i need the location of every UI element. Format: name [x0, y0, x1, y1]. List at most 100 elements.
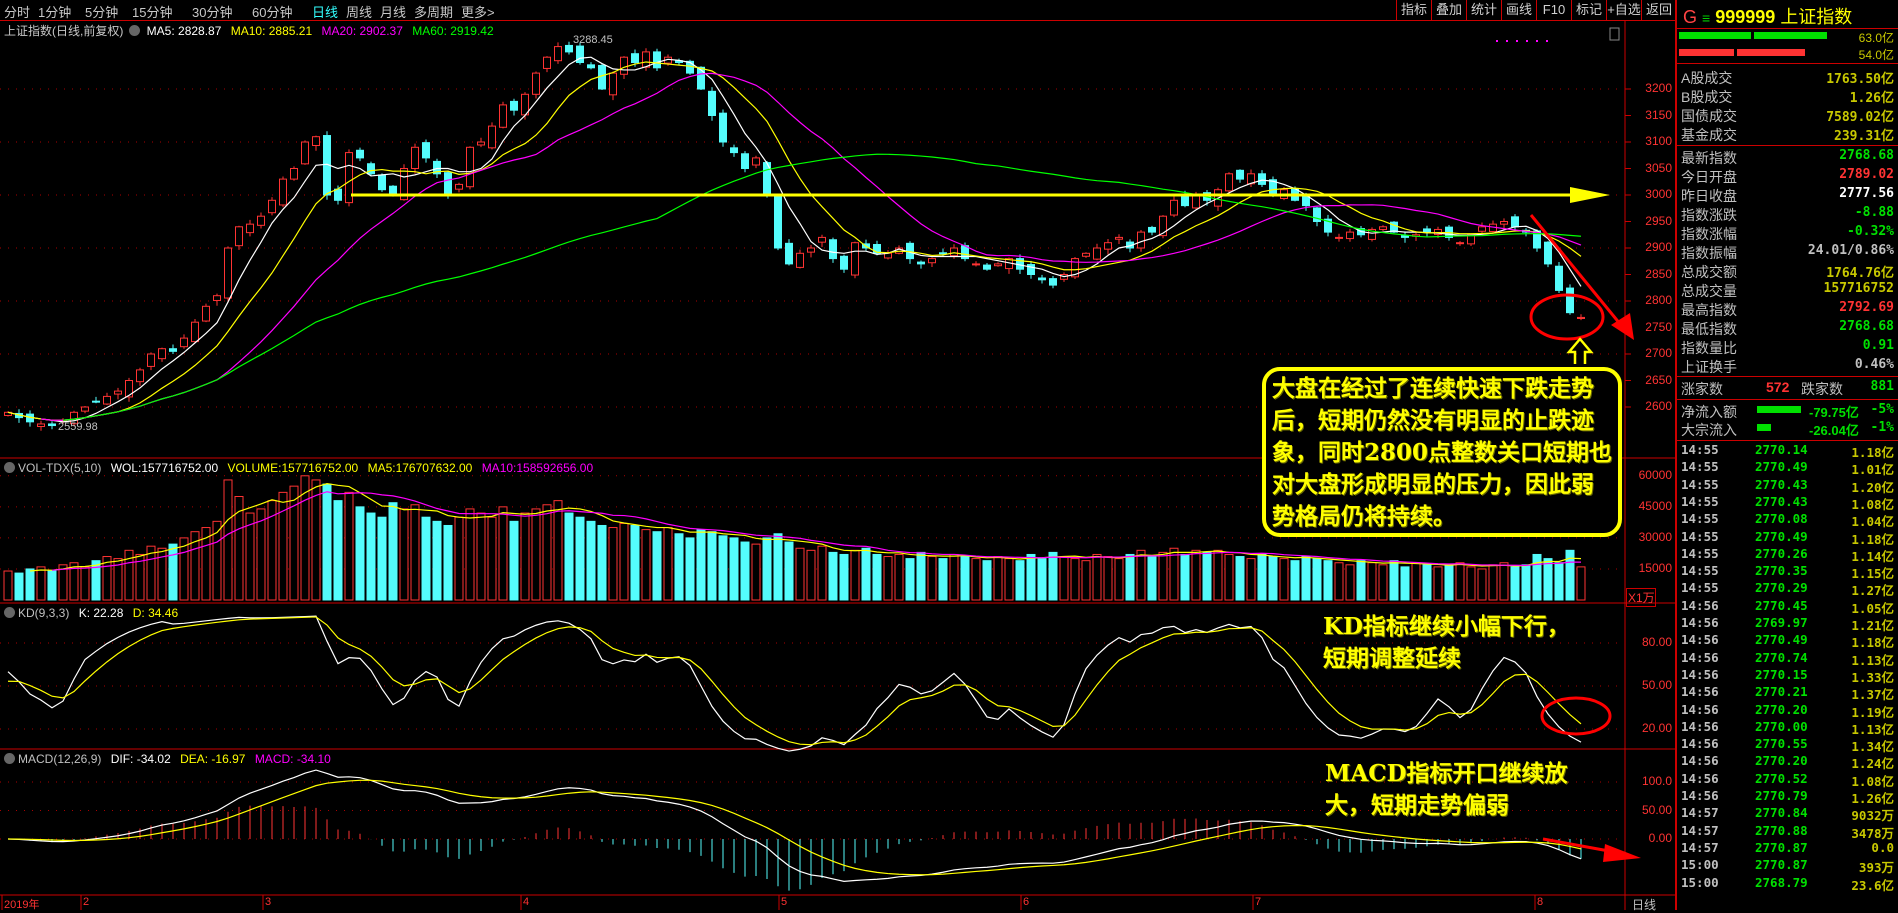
tick-amount: 1.15亿 — [1851, 566, 1894, 582]
tab-period-4[interactable]: 30分钟 — [192, 5, 233, 20]
volume-bar — [1026, 553, 1036, 601]
candle-body — [455, 183, 463, 190]
volume-bar — [927, 556, 937, 601]
panel-toggle-icon[interactable] — [1609, 27, 1620, 41]
macd-toggle-icon[interactable] — [4, 753, 15, 764]
candle-body — [290, 168, 298, 180]
price-axis-label: 3000 — [1645, 187, 1672, 201]
candle-body — [246, 223, 254, 234]
d-value: D: 34.46 — [132, 606, 179, 620]
volume-bar — [674, 533, 684, 601]
volume-bar — [1466, 566, 1476, 601]
tick-price: 2770.15 — [1755, 666, 1808, 682]
price-axis-label: 2850 — [1645, 266, 1672, 281]
candle-body — [609, 72, 617, 96]
macd-axis-label: 0.00 — [1648, 831, 1672, 845]
volume-bar — [894, 553, 904, 601]
volume-bar — [718, 535, 728, 601]
kd-toggle-icon[interactable] — [4, 607, 15, 618]
tick-price: 2770.29 — [1755, 580, 1808, 596]
candle-body — [1225, 173, 1233, 192]
volume-bar — [1488, 564, 1498, 601]
tick-time: 14:57 — [1681, 805, 1719, 821]
toolbar-button-3[interactable]: 画线 — [1501, 0, 1536, 20]
tab-period-0[interactable]: 分时 — [4, 5, 31, 20]
menu-icon[interactable]: ≡ — [1702, 10, 1711, 26]
vol-toggle-icon[interactable] — [4, 462, 15, 473]
advance-decline-row: 涨家数 572 跌家数 881 — [1681, 379, 1894, 398]
tick-time: 14:55 — [1681, 476, 1719, 492]
candle-body — [114, 390, 122, 395]
candle-body — [488, 125, 496, 149]
candle-body — [1566, 287, 1574, 314]
tick-time: 14:56 — [1681, 649, 1719, 665]
candle-body — [1258, 173, 1266, 185]
price-axis-label: 3100 — [1645, 134, 1672, 148]
candle-body — [851, 242, 859, 276]
candle-body — [378, 174, 386, 191]
candle-body — [499, 104, 507, 128]
tab-period-2[interactable]: 5分钟 — [85, 5, 119, 20]
tick-time: 14:55 — [1681, 580, 1719, 596]
tick-row: 14:55 2770.49 1.01亿 — [1681, 459, 1894, 477]
tick-row: 14:57 2770.88 3478万 — [1681, 822, 1894, 841]
toolbar-button-5[interactable]: 标记 — [1571, 0, 1606, 20]
tab-period-10[interactable]: 更多> — [461, 5, 495, 20]
toolbar-button-0[interactable]: 指标 — [1396, 0, 1431, 20]
candle-body — [587, 64, 595, 69]
kline-chart[interactable] — [0, 0, 1675, 910]
volume-bar — [652, 531, 662, 601]
tab-period-8[interactable]: 月线 — [380, 5, 407, 20]
toolbar-button-6[interactable]: +自选 — [1606, 0, 1641, 20]
volume-bar — [47, 570, 57, 601]
candle-body — [1027, 264, 1035, 276]
toolbar-button-1[interactable]: 叠加 — [1431, 0, 1466, 20]
turnover-label: B股成交 — [1681, 89, 1733, 105]
candle-body — [1500, 221, 1508, 225]
volume-bar — [498, 506, 508, 601]
stat-value: -0.32% — [1847, 224, 1894, 239]
vol-ma10-value: MA10:158592656.00 — [481, 461, 594, 475]
flow-row: 净流入额 -79.75亿 -5% — [1681, 402, 1894, 421]
candle-body — [950, 247, 958, 257]
marker-dot — [1496, 40, 1498, 42]
candle-body — [1148, 226, 1156, 233]
volume-bar — [168, 543, 178, 601]
up-label: 涨家数 — [1681, 381, 1723, 397]
price-axis-label: 2800 — [1645, 293, 1672, 307]
toolbar-button-2[interactable]: 统计 — [1466, 0, 1501, 20]
volume-bar — [575, 516, 585, 601]
volume-bar — [949, 553, 959, 601]
candle-body — [939, 252, 947, 255]
tick-row: 14:57 2770.84 9032万 — [1681, 805, 1894, 823]
settings-toggle-icon[interactable] — [129, 25, 141, 36]
volume-bar — [179, 537, 189, 601]
tick-time: 14:57 — [1681, 822, 1719, 838]
tick-price: 2770.45 — [1755, 597, 1808, 613]
candle-body — [807, 247, 815, 253]
volume-bar — [223, 479, 233, 601]
price-axis-label: 2600 — [1645, 399, 1672, 413]
tab-period-3[interactable]: 15分钟 — [132, 5, 173, 20]
tab-period-5[interactable]: 60分钟 — [252, 5, 293, 20]
volume-bar — [696, 529, 706, 601]
tab-period-9[interactable]: 多周期 — [414, 5, 454, 20]
volume-bar — [1312, 558, 1322, 601]
candle-body — [477, 141, 485, 146]
tick-price: 2769.97 — [1755, 615, 1808, 630]
volume-bar — [509, 520, 519, 601]
tab-period-6[interactable]: 日线 — [312, 5, 339, 20]
stat-row: 指数量比 0.91 — [1681, 338, 1894, 357]
stat-value: 24.01/0.86% — [1807, 243, 1894, 258]
tab-period-1[interactable]: 1分钟 — [38, 5, 72, 20]
toolbar-button-4[interactable]: F10 — [1536, 0, 1571, 20]
tick-row: 15:00 2770.87 393万 — [1681, 857, 1894, 875]
vol-ma5-line — [29, 483, 1582, 572]
volume-bar — [641, 529, 651, 601]
macd-value: MACD: -34.10 — [254, 752, 331, 766]
kd-axis-label: 50.00 — [1641, 677, 1672, 692]
tab-period-7[interactable]: 周线 — [346, 5, 373, 20]
candle-body — [1346, 231, 1354, 240]
volume-bar — [355, 506, 365, 601]
toolbar-button-7[interactable]: 返回 — [1641, 0, 1676, 20]
